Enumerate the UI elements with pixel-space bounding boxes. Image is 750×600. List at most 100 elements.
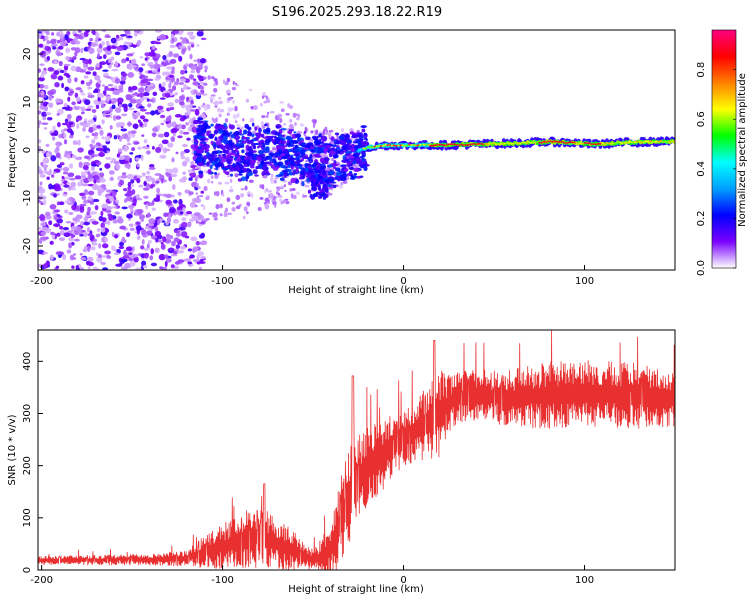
spectrogram-cell: [98, 38, 102, 41]
spectrogram-cell: [242, 167, 247, 173]
spectrogram-cell: [568, 141, 572, 144]
spectrogram-cell: [143, 121, 148, 128]
spectrogram-cell: [52, 171, 57, 175]
spectrogram-cell: [143, 252, 149, 259]
snr-line: [38, 330, 675, 570]
snr-x-tick-label: 100: [575, 575, 594, 586]
spectrogram-cell: [154, 247, 160, 253]
spectrogram-cell: [40, 74, 44, 78]
spectrogram-cell: [252, 144, 257, 150]
spectrogram-cell: [45, 30, 50, 36]
spectrogram-cell: [668, 140, 672, 143]
spectrogram-cell: [164, 254, 169, 259]
spectrogram-cell: [77, 227, 83, 234]
spectrogram-cell: [516, 141, 520, 144]
spectrogram-cell: [512, 142, 515, 145]
spectrogram-cell: [521, 141, 524, 144]
spectrogram-cell: [168, 74, 175, 78]
spectrogram-cell: [170, 128, 178, 134]
spectrogram-cell: [106, 220, 111, 226]
spectrogram-cell: [177, 135, 183, 139]
spectrogram-cell: [108, 214, 114, 221]
spectrogram-cell: [257, 207, 262, 211]
spectrogram-cell: [113, 206, 118, 209]
spectrogram-cell: [171, 240, 176, 247]
spectrogram-cell: [127, 122, 133, 126]
spectrogram-cell: [82, 58, 90, 65]
spectrogram-cell: [71, 225, 76, 232]
spectrogram-cell: [118, 155, 125, 161]
spectrogram-cell: [309, 149, 315, 152]
spectrogram-cell: [379, 145, 383, 147]
spectrogram-cell: [260, 120, 264, 127]
spectrogram-cell: [432, 144, 435, 147]
spectrogram-cell: [79, 233, 84, 237]
spectrogram-cell: [43, 198, 47, 206]
spectrogram-cell: [139, 115, 146, 120]
spectrogram-cell: [281, 134, 286, 138]
spectrogram-cell: [242, 118, 245, 122]
spectrogram-cell: [262, 91, 266, 96]
spectrogram-cell: [43, 85, 49, 90]
spectrogram-cell: [120, 128, 128, 132]
spectrogram-cell: [189, 35, 196, 40]
spectrogram-cell: [269, 193, 274, 199]
spectrogram-cell: [256, 161, 262, 164]
spectrogram-cell: [129, 227, 135, 231]
spectrogram-cell: [87, 206, 92, 212]
spectrogram-cell: [588, 142, 591, 145]
snr-y-ticks: 0 100 200 300 400: [22, 352, 43, 573]
spectrogram-cell: [181, 124, 186, 130]
spectrogram-cell: [285, 201, 290, 205]
spectrogram-cell: [346, 139, 353, 144]
spectrogram-cell: [46, 117, 53, 121]
spectrogram-cell: [87, 92, 93, 96]
spectrogram-cell: [110, 37, 117, 44]
spectrogram-cell: [54, 81, 60, 88]
spectrogram-cell: [264, 188, 267, 194]
spectrogram-cell: [310, 130, 314, 134]
spectrogram-cell: [325, 179, 330, 184]
spectrogram-cell: [155, 53, 161, 59]
spectrogram-cell: [189, 108, 196, 112]
spectrogram-cell: [200, 232, 205, 238]
spectrogram-cell: [147, 239, 152, 244]
spectrogram-cell: [304, 163, 308, 168]
spectrogram-cell: [242, 160, 247, 165]
spectrogram-cell: [196, 195, 200, 199]
spectrogram-cell: [208, 212, 213, 215]
spectrogram-cell: [203, 76, 207, 80]
spectrogram-cell: [223, 213, 228, 218]
spectrogram-cell: [113, 85, 118, 89]
spectrogram-cell: [292, 170, 296, 176]
spectrogram-cell: [319, 193, 323, 198]
spectrogram-cell: [195, 140, 199, 144]
spectrogram-cell: [87, 256, 94, 262]
spectrogram-cell: [192, 248, 196, 253]
spectrogram-cell: [403, 144, 407, 147]
spectrogram-cell: [99, 167, 103, 171]
spectrogram-cell: [80, 256, 87, 261]
spectrogram-cell: [193, 134, 199, 139]
spectrogram-cell: [128, 86, 132, 91]
spectrogram-cell: [188, 74, 195, 80]
spectrogram-cell: [63, 139, 68, 145]
spectrogram-cell: [224, 118, 229, 123]
spectrogram-cell: [285, 142, 292, 147]
spectrogram-cell: [136, 209, 144, 214]
spectrogram-cell: [129, 196, 133, 200]
spectrogram-cell: [87, 66, 95, 70]
spectrogram-cell: [224, 165, 230, 168]
spectrogram-cell: [125, 94, 132, 99]
spectrogram-cell: [120, 36, 124, 41]
spectrogram-cell: [87, 190, 95, 196]
spectrogram-cell: [84, 191, 89, 195]
spectrogram-cell: [351, 143, 355, 149]
spectrogram-cell: [148, 166, 156, 170]
spectrogram-cell: [117, 217, 124, 224]
spectrogram-cell: [377, 144, 381, 147]
spectrogram-cell: [165, 257, 172, 263]
spectrogram-cell: [182, 143, 188, 148]
spectrogram-cell: [104, 114, 111, 118]
spectrogram-cell: [223, 138, 229, 145]
